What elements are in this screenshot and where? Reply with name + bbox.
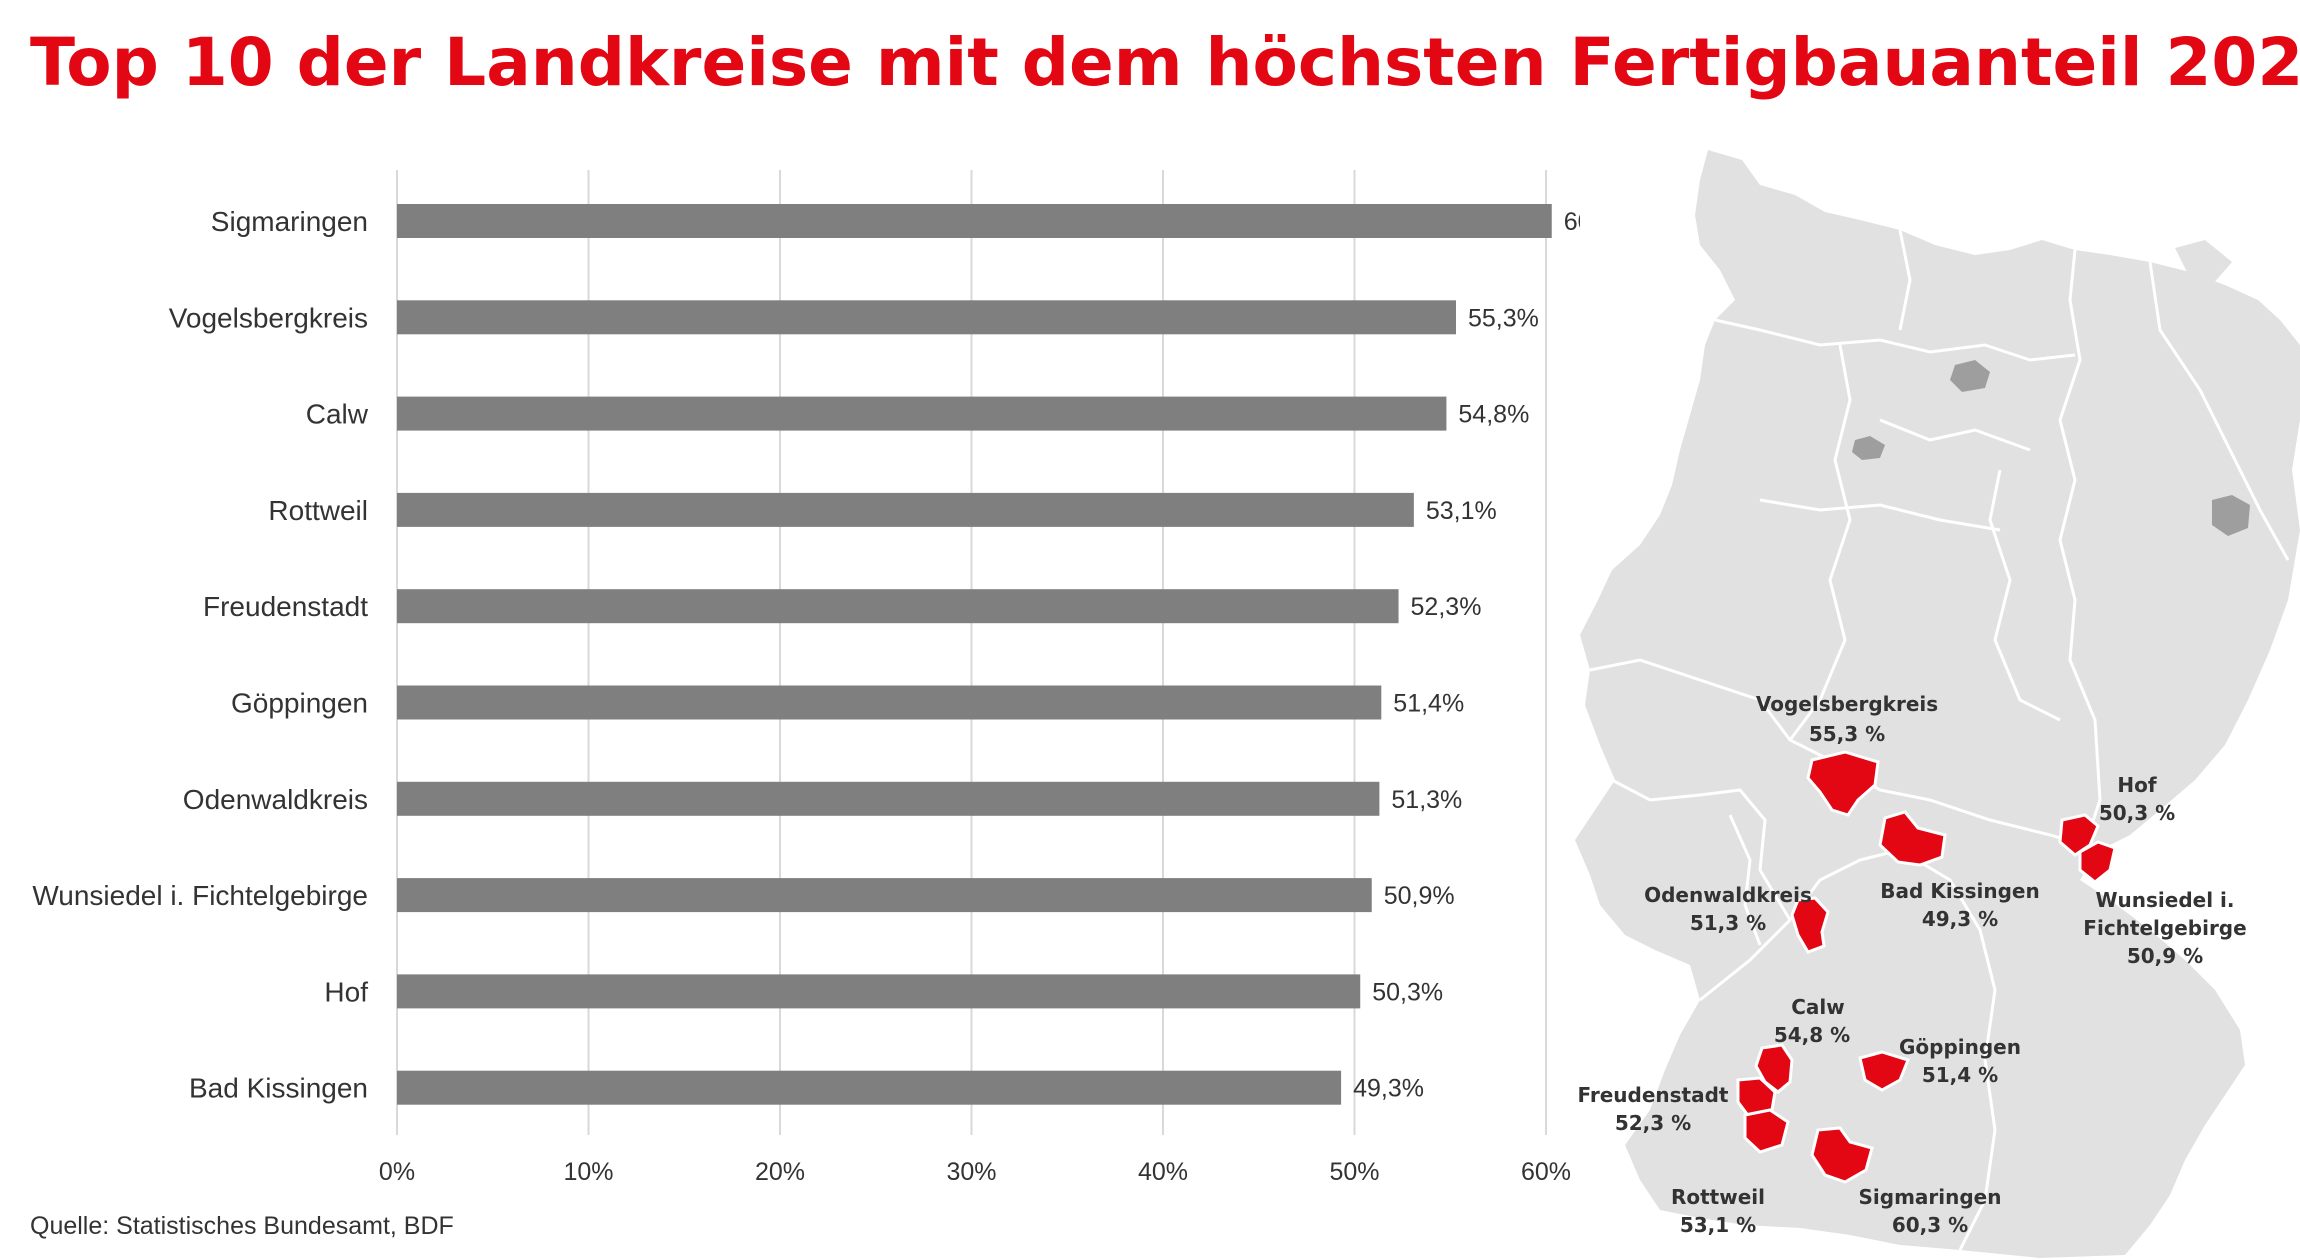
vogelsbergkreis-shape <box>1806 750 1880 817</box>
calw-shape <box>1754 1043 1794 1094</box>
map-land <box>1575 150 2300 1258</box>
value-label-4: 52,3% <box>1411 593 1482 621</box>
rottweil-shape <box>1743 1108 1790 1154</box>
x-tick-label-30: 30% <box>946 1158 996 1186</box>
map-labels: Vogelsbergkreis 55,3 % Hof 50,3 % Bad Ki… <box>1577 692 2246 1237</box>
value-label-8: 50,3% <box>1372 978 1443 1006</box>
map-label-wunsiedel-value: 50,9 % <box>2127 944 2203 968</box>
value-label-9: 49,3% <box>1353 1075 1424 1103</box>
category-label-4: Freudenstadt <box>203 591 368 622</box>
x-tick-label-0: 0% <box>379 1158 415 1186</box>
bar-1 <box>397 300 1456 335</box>
value-label-3: 53,1% <box>1426 497 1497 525</box>
map-label-calw-value: 54,8 % <box>1774 1023 1850 1047</box>
map-label-vogelsbergkreis-value: 55,3 % <box>1809 722 1885 746</box>
category-label-5: Göppingen <box>231 688 368 719</box>
bar-0 <box>397 204 1552 238</box>
category-label-7: Wunsiedel i. Fichtelgebirge <box>32 880 368 911</box>
value-label-2: 54,8% <box>1458 401 1529 429</box>
value-label-1: 55,3% <box>1468 304 1539 332</box>
map-label-rottweil-value: 53,1 % <box>1680 1213 1756 1237</box>
page-title: Top 10 der Landkreise mit dem höchsten F… <box>30 24 2300 101</box>
map-highlighted-districts <box>1736 750 2117 1184</box>
map-label-odenwaldkreis-value: 51,3 % <box>1690 911 1766 935</box>
x-tick-label-50: 50% <box>1329 1158 1379 1186</box>
map-label-hof-value: 50,3 % <box>2099 801 2175 825</box>
map-island-ruegen <box>2175 240 2232 285</box>
bremen-shape <box>1852 436 1885 460</box>
sigmaringen-shape <box>1810 1126 1874 1184</box>
map-label-wunsiedel-name: Wunsiedel i. <box>2095 888 2234 912</box>
category-label-8: Hof <box>324 976 368 1007</box>
map-label-goeppingen-value: 51,4 % <box>1922 1063 1998 1087</box>
bar-6 <box>397 781 1380 816</box>
category-label-0: Sigmaringen <box>211 206 368 237</box>
x-tick-label-20: 20% <box>755 1158 805 1186</box>
map-label-wunsiedel-name-line2: Fichtelgebirge <box>2083 916 2246 940</box>
bar-2 <box>397 396 1447 431</box>
bar-4 <box>397 589 1399 624</box>
hamburg-shape <box>1950 360 1990 392</box>
map-label-sigmaringen-name: Sigmaringen <box>1859 1185 2002 1209</box>
bad-kissingen-shape <box>1878 810 1947 867</box>
map-label-vogelsbergkreis-name: Vogelsbergkreis <box>1756 692 1938 716</box>
map-label-bad-kissingen-name: Bad Kissingen <box>1880 879 2039 903</box>
bar-9 <box>397 1070 1342 1105</box>
bar-5 <box>397 685 1382 720</box>
source-note: Quelle: Statistisches Bundesamt, BDF <box>30 1212 454 1240</box>
category-label-1: Vogelsbergkreis <box>169 302 368 333</box>
map-label-hof-name: Hof <box>2117 773 2156 797</box>
germany-outline <box>1575 150 2300 1258</box>
map-label-bad-kissingen-value: 49,3 % <box>1922 907 1998 931</box>
map-label-rottweil-name: Rottweil <box>1671 1185 1765 1209</box>
category-label-6: Odenwaldkreis <box>183 784 368 815</box>
odenwaldkreis-shape <box>1790 896 1830 954</box>
map-cities <box>1852 360 2250 536</box>
category-label-9: Bad Kissingen <box>189 1073 368 1104</box>
goeppingen-shape <box>1858 1050 1910 1092</box>
berlin-shape <box>2212 495 2250 536</box>
map-label-odenwaldkreis-name: Odenwaldkreis <box>1644 883 1812 907</box>
map-label-freudenstadt-name: Freudenstadt <box>1577 1083 1728 1107</box>
bar-8 <box>397 974 1361 1009</box>
category-label-3: Rottweil <box>268 495 368 526</box>
x-tick-label-60: 60% <box>1521 1158 1571 1186</box>
map-label-sigmaringen-value: 60,3 % <box>1892 1213 1968 1237</box>
x-tick-label-40: 40% <box>1138 1158 1188 1186</box>
bar-3 <box>397 492 1414 527</box>
map-label-calw-name: Calw <box>1791 995 1845 1019</box>
map-label-goeppingen-name: Göppingen <box>1899 1035 2021 1059</box>
value-label-7: 50,9% <box>1384 882 1455 910</box>
wunsiedel-shape <box>2078 840 2117 884</box>
value-label-0: 60,3% <box>1564 208 1580 236</box>
map-label-freudenstadt-value: 52,3 % <box>1615 1111 1691 1135</box>
category-label-2: Calw <box>306 399 369 430</box>
bar-chart: 0% 10% 20% 30% 40% 50% 60% Sigmaringen 60,3% Voge… <box>32 170 1580 1186</box>
x-tick-label-10: 10% <box>563 1158 613 1186</box>
bar-7 <box>397 878 1372 913</box>
value-label-6: 51,3% <box>1391 786 1462 814</box>
value-label-5: 51,4% <box>1393 690 1464 718</box>
